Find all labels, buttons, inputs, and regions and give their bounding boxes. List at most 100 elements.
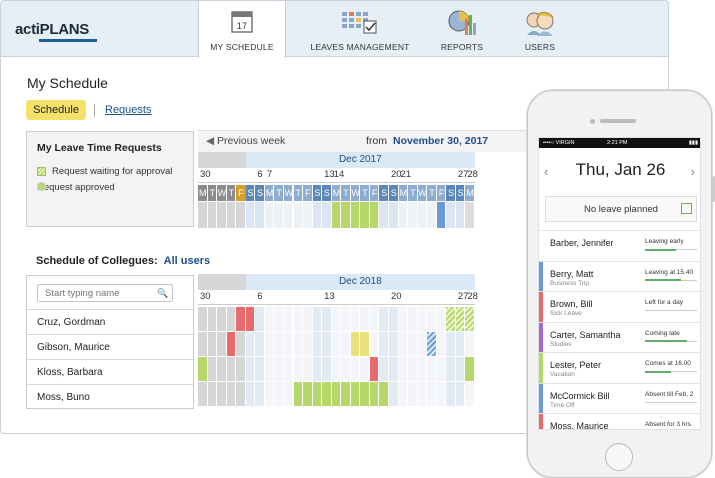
schedule-cell[interactable] xyxy=(322,382,332,406)
weekday-cell[interactable] xyxy=(322,185,332,201)
day-cell[interactable] xyxy=(341,202,351,228)
day-cell[interactable] xyxy=(465,202,475,228)
schedule-cell[interactable] xyxy=(226,307,237,331)
schedule-cell[interactable] xyxy=(446,307,456,331)
schedule-cell[interactable] xyxy=(207,357,218,381)
weekday-cell[interactable] xyxy=(198,185,208,201)
schedule-cell[interactable] xyxy=(245,332,256,356)
weekday-cell[interactable] xyxy=(207,185,218,201)
schedule-cell[interactable] xyxy=(455,357,466,381)
weekday-cell[interactable] xyxy=(274,185,284,201)
weekday-cell[interactable] xyxy=(217,185,227,201)
schedule-cell[interactable] xyxy=(312,382,323,406)
schedule-cell[interactable] xyxy=(389,307,399,331)
table-row[interactable]: Kloss, Barbara xyxy=(27,359,193,384)
schedule-cell[interactable] xyxy=(331,307,342,331)
schedule-cell[interactable] xyxy=(236,332,246,356)
schedule-cell[interactable] xyxy=(322,357,332,381)
schedule-cell[interactable] xyxy=(446,332,456,356)
requests-link[interactable]: Requests xyxy=(105,104,152,116)
day-cell[interactable] xyxy=(207,202,218,228)
weekday-cell[interactable] xyxy=(245,185,256,201)
schedule-cell[interactable] xyxy=(417,357,428,381)
schedule-cell[interactable] xyxy=(293,307,304,331)
weekday-cell[interactable] xyxy=(379,185,389,201)
schedule-cell[interactable] xyxy=(465,357,475,381)
schedule-cell[interactable] xyxy=(331,382,342,406)
table-row[interactable]: Moss, Buno xyxy=(27,384,193,409)
list-item[interactable]: Lester, Peter Vacation Comes at 16.00 xyxy=(539,352,700,383)
day-cell[interactable] xyxy=(389,202,399,228)
day-cell[interactable] xyxy=(331,202,342,228)
schedule-cell[interactable] xyxy=(446,382,456,406)
schedule-cell[interactable] xyxy=(408,332,418,356)
schedule-cell[interactable] xyxy=(379,307,389,331)
schedule-cell[interactable] xyxy=(322,332,332,356)
weekday-cell[interactable] xyxy=(303,185,313,201)
schedule-cell[interactable] xyxy=(350,307,361,331)
schedule-cell[interactable] xyxy=(312,307,323,331)
schedule-cell[interactable] xyxy=(255,382,265,406)
day-cell[interactable] xyxy=(303,202,313,228)
schedule-cell[interactable] xyxy=(217,307,227,331)
weekday-cell[interactable] xyxy=(465,185,475,201)
schedule-cell[interactable] xyxy=(455,332,466,356)
schedule-cell[interactable] xyxy=(245,357,256,381)
schedule-cell[interactable] xyxy=(245,382,256,406)
home-button[interactable] xyxy=(605,443,633,471)
schedule-cell[interactable] xyxy=(264,307,275,331)
schedule-cell[interactable] xyxy=(283,307,294,331)
day-cell[interactable] xyxy=(226,202,237,228)
schedule-cell[interactable] xyxy=(417,307,428,331)
weekday-cell[interactable] xyxy=(331,185,342,201)
schedule-cell[interactable] xyxy=(408,382,418,406)
day-cell[interactable] xyxy=(322,202,332,228)
schedule-cell[interactable] xyxy=(465,307,475,331)
edit-icon[interactable] xyxy=(681,203,692,214)
schedule-cell[interactable] xyxy=(303,307,313,331)
weekday-cell[interactable] xyxy=(255,185,265,201)
schedule-cell[interactable] xyxy=(427,357,437,381)
schedule-cell[interactable] xyxy=(398,307,409,331)
list-item[interactable]: Brown, Bill Sick Leave Left for a day xyxy=(539,291,700,322)
day-cell[interactable] xyxy=(274,202,284,228)
day-cell[interactable] xyxy=(408,202,418,228)
schedule-cell[interactable] xyxy=(283,357,294,381)
list-item[interactable]: Carter, Samantha Studies Coming late xyxy=(539,321,700,353)
day-cell[interactable] xyxy=(283,202,294,228)
schedule-cell[interactable] xyxy=(436,307,447,331)
schedule-cell[interactable] xyxy=(369,382,380,406)
schedule-cell[interactable] xyxy=(417,332,428,356)
schedule-cell[interactable] xyxy=(293,357,304,381)
schedule-cell[interactable] xyxy=(274,332,284,356)
day-cell[interactable] xyxy=(417,202,428,228)
schedule-cell[interactable] xyxy=(236,382,246,406)
schedule-cell[interactable] xyxy=(427,332,437,356)
schedule-cell[interactable] xyxy=(255,357,265,381)
day-cell[interactable] xyxy=(398,202,409,228)
schedule-cell[interactable] xyxy=(283,382,294,406)
schedule-cell[interactable] xyxy=(379,332,389,356)
weekday-cell[interactable] xyxy=(446,185,456,201)
schedule-cell[interactable] xyxy=(198,307,208,331)
table-row[interactable]: Gibson, Maurice xyxy=(27,334,193,359)
schedule-cell[interactable] xyxy=(226,332,237,356)
weekday-cell[interactable] xyxy=(398,185,409,201)
schedule-cell[interactable] xyxy=(303,332,313,356)
schedule-button[interactable]: Schedule xyxy=(26,100,86,120)
schedule-cell[interactable] xyxy=(360,382,370,406)
schedule-cell[interactable] xyxy=(360,307,370,331)
schedule-cell[interactable] xyxy=(274,382,284,406)
schedule-cell[interactable] xyxy=(217,332,227,356)
schedule-cell[interactable] xyxy=(264,332,275,356)
list-item[interactable]: Barber, Jennifer Leaving early xyxy=(539,230,700,260)
schedule-cell[interactable] xyxy=(198,357,208,381)
schedule-cell[interactable] xyxy=(245,307,256,331)
weekday-cell[interactable] xyxy=(350,185,361,201)
weekday-cell[interactable] xyxy=(389,185,399,201)
day-cell[interactable] xyxy=(255,202,265,228)
weekday-cell[interactable] xyxy=(369,185,380,201)
schedule-cell[interactable] xyxy=(207,307,218,331)
schedule-cell[interactable] xyxy=(427,307,437,331)
schedule-cell[interactable] xyxy=(408,357,418,381)
